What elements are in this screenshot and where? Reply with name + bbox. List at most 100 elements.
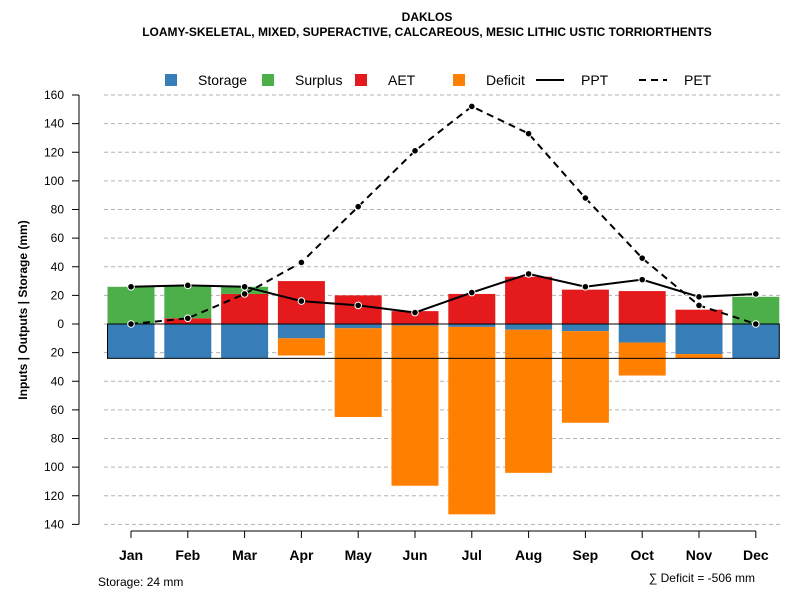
point-ppt bbox=[240, 282, 249, 291]
y-tick-label: 0 bbox=[57, 317, 64, 331]
point-ppt bbox=[354, 301, 363, 310]
point-ppt bbox=[127, 282, 135, 291]
bar-storage-apr bbox=[277, 324, 325, 339]
bar-deficit-aug bbox=[505, 329, 553, 473]
point-pet bbox=[468, 102, 476, 111]
point-pet bbox=[695, 301, 703, 310]
bar-storage-nov bbox=[675, 324, 723, 355]
x-tick-label-mar: Mar bbox=[232, 547, 257, 563]
bar-aet-mar bbox=[221, 293, 269, 324]
bar-aet-may bbox=[334, 295, 382, 324]
bar-storage-aug bbox=[505, 324, 553, 330]
bar-storage-oct bbox=[618, 324, 666, 343]
bar-storage-jun bbox=[391, 324, 439, 326]
legend-item-ppt: PPT bbox=[536, 72, 609, 88]
x-tick-label-sep: Sep bbox=[573, 547, 599, 563]
x-tick-label-aug: Aug bbox=[515, 547, 542, 563]
y-tick-label: 40 bbox=[51, 260, 65, 274]
chart-subtitle: LOAMY-SKELETAL, MIXED, SUPERACTIVE, CALC… bbox=[142, 25, 712, 39]
y-tick-label: 160 bbox=[44, 88, 64, 102]
y-tick-label: 40 bbox=[51, 374, 65, 388]
bar-aet-sep bbox=[561, 289, 609, 324]
point-ppt bbox=[297, 297, 306, 305]
legend-item-deficit: Deficit bbox=[453, 72, 525, 88]
legend-label-ppt: PPT bbox=[581, 72, 609, 88]
y-axis: 160 140 120 100 80 60 40 20 0 20 40 60 80 100 120 140 bbox=[44, 88, 80, 531]
x-tick-label-apr: Apr bbox=[289, 547, 314, 563]
bar-storage-jan bbox=[107, 324, 155, 359]
storage-capacity-frame bbox=[107, 323, 780, 359]
legend-label-aet: AET bbox=[388, 72, 416, 88]
x-tick-label-feb: Feb bbox=[175, 547, 200, 563]
storage-capacity-box bbox=[107, 323, 780, 359]
point-pet bbox=[297, 258, 306, 267]
line-pet bbox=[130, 105, 757, 325]
bar-deficit-jun bbox=[391, 325, 439, 486]
y-tick-label: 80 bbox=[51, 432, 65, 446]
bars bbox=[107, 276, 780, 515]
bar-deficit-may bbox=[334, 328, 382, 418]
legend-item-aet: AET bbox=[355, 72, 416, 88]
point-ppt bbox=[752, 290, 760, 298]
deficit-footer: ∑ Deficit = -506 mm bbox=[649, 571, 755, 585]
legend-label-storage: Storage bbox=[198, 72, 247, 88]
x-tick-label-jul: Jul bbox=[462, 547, 482, 563]
point-pet bbox=[638, 254, 647, 262]
point-pet bbox=[354, 202, 363, 211]
bar-surplus-jan bbox=[107, 286, 155, 324]
x-axis: Jan Feb Mar Apr May Jun Jul Aug Sep Oct Nov Dec bbox=[119, 530, 769, 563]
x-tick-label-jun: Jun bbox=[403, 547, 428, 563]
y-tick-label: 120 bbox=[44, 145, 64, 159]
legend-item-storage: Storage bbox=[165, 72, 247, 88]
legend-swatch-deficit bbox=[453, 74, 465, 86]
bar-deficit-nov bbox=[675, 354, 723, 359]
x-tick-label-dec: Dec bbox=[743, 547, 769, 563]
point-ppt bbox=[581, 282, 590, 291]
y-tick-label: 120 bbox=[44, 489, 64, 503]
point-ppt bbox=[524, 270, 533, 278]
legend-swatch-storage bbox=[165, 74, 177, 86]
legend-label-pet: PET bbox=[684, 72, 712, 88]
bar-aet-oct bbox=[618, 291, 666, 324]
bar-deficit-oct bbox=[618, 342, 666, 376]
x-tick-label-jan: Jan bbox=[119, 547, 143, 563]
point-ppt bbox=[184, 281, 192, 290]
legend-item-pet: PET bbox=[639, 72, 712, 88]
storage-footer: Storage: 24 mm bbox=[98, 575, 183, 589]
bar-surplus-dec bbox=[732, 296, 780, 324]
point-pet bbox=[752, 320, 760, 328]
line-ppt bbox=[130, 272, 756, 314]
point-ppt bbox=[638, 275, 647, 284]
y-tick-label: 140 bbox=[44, 117, 64, 131]
legend-swatch-aet bbox=[355, 74, 367, 86]
bar-aet-aug bbox=[505, 276, 553, 324]
lines bbox=[127, 102, 760, 328]
bar-storage-dec bbox=[732, 324, 780, 359]
chart-title: DAKLOS bbox=[402, 10, 453, 24]
point-pet bbox=[127, 320, 135, 328]
y-tick-label: 20 bbox=[51, 346, 65, 360]
point-pet bbox=[184, 314, 192, 323]
y-axis-label: Inputs | Outputs | Storage (mm) bbox=[16, 220, 30, 399]
x-tick-label-may: May bbox=[345, 547, 372, 563]
legend-item-surplus: Surplus bbox=[262, 72, 342, 88]
point-pet bbox=[524, 129, 533, 138]
point-ppt bbox=[411, 308, 419, 317]
point-ppt bbox=[468, 288, 476, 297]
y-tick-label: 100 bbox=[44, 174, 64, 188]
point-pet bbox=[581, 194, 590, 202]
legend-swatch-surplus bbox=[262, 74, 274, 86]
y-tick-label: 60 bbox=[51, 403, 65, 417]
bar-aet-jun bbox=[391, 311, 439, 324]
point-pet bbox=[240, 290, 249, 298]
legend: Storage Surplus AET Deficit PPT PET bbox=[165, 72, 712, 88]
y-tick-label: 20 bbox=[51, 288, 65, 302]
y-tick-label: 140 bbox=[44, 517, 64, 531]
x-tick-label-oct: Oct bbox=[631, 547, 655, 563]
y-tick-label: 80 bbox=[51, 203, 65, 217]
bar-deficit-sep bbox=[561, 331, 609, 423]
bar-storage-mar bbox=[221, 324, 269, 359]
bar-surplus-feb bbox=[164, 285, 212, 319]
bar-storage-jul bbox=[448, 324, 496, 327]
